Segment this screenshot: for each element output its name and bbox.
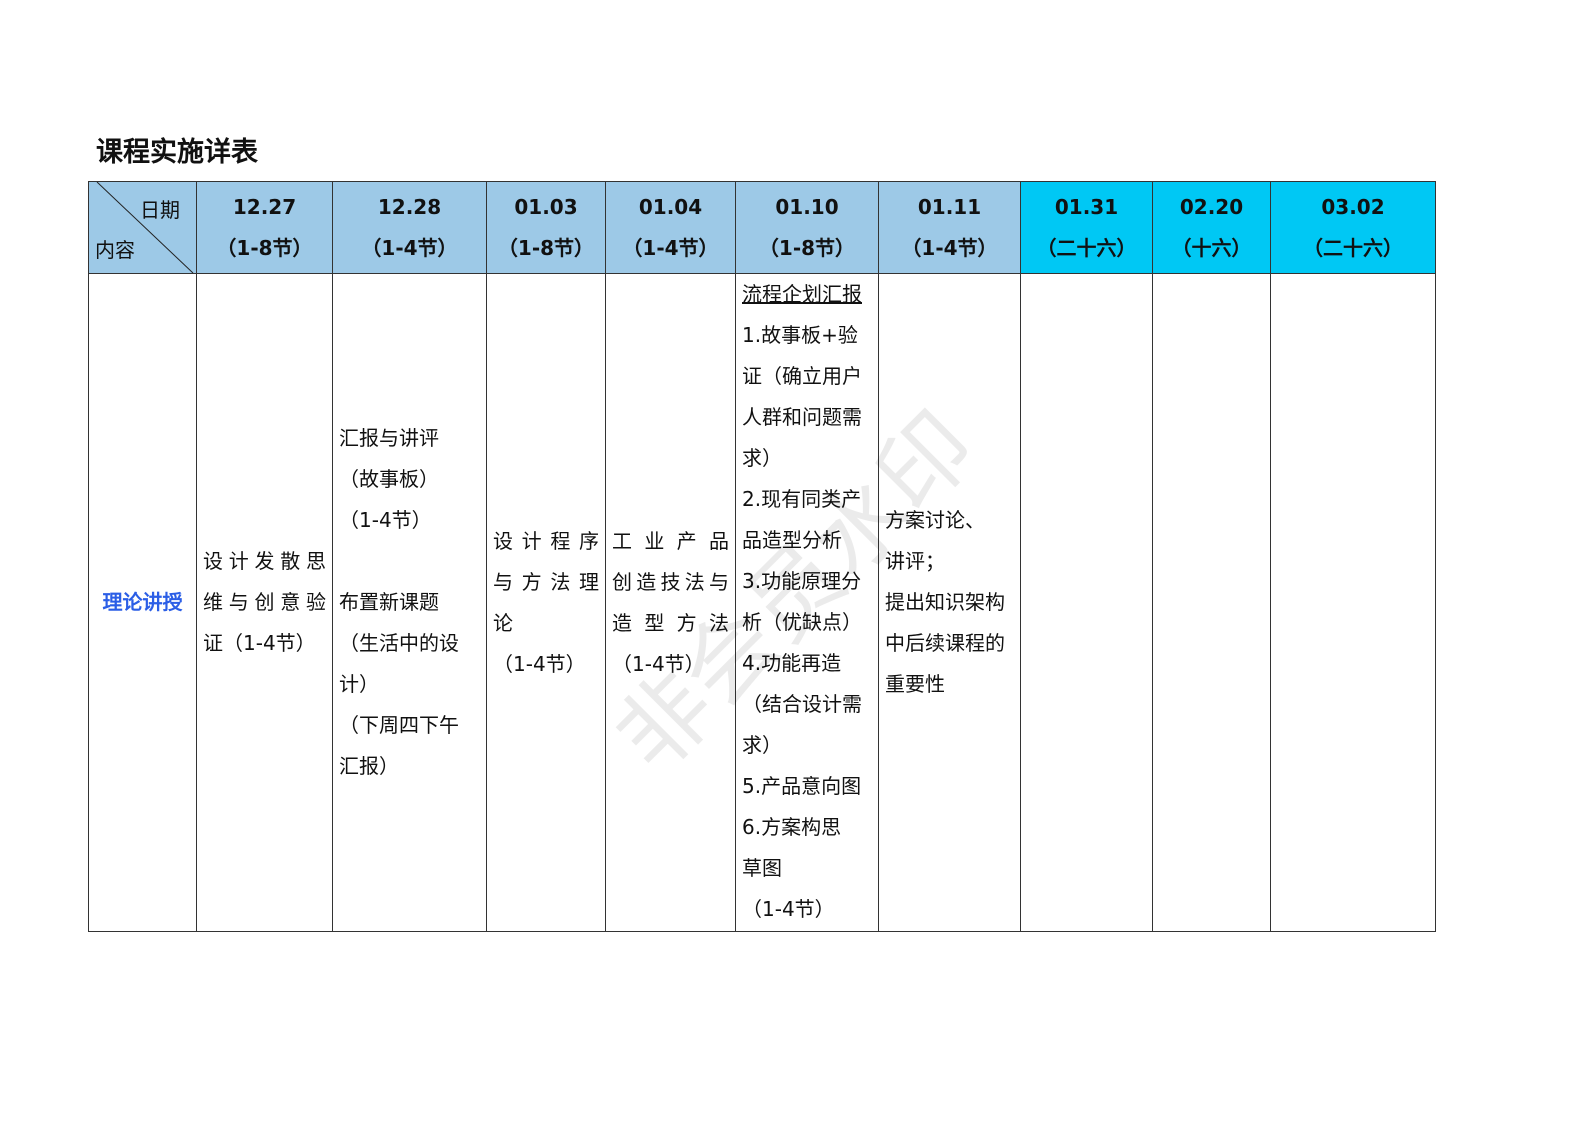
header-sessions: （二十六）	[1303, 235, 1403, 260]
content-cell-01.10: 流程企划汇报 1.故事板+验 证（确立用户 人群和问题需 求） 2.现有同类产 品造型分析 3…	[735, 273, 879, 932]
header-date: 01.10	[775, 194, 839, 219]
cell-line: 布置新课题	[339, 590, 439, 614]
header-date: 01.31	[1054, 194, 1119, 219]
body-row: 理论讲授 设计发散思 维与创意验 证（1-4节） 汇报与讲评 （故事板） （1-4节） 布…	[88, 273, 1436, 932]
date-header-01.10: 01.10 （1-8节）	[735, 181, 879, 274]
date-header-12.28: 12.28 （1-4节）	[332, 181, 487, 274]
cell-line: 汇报）	[339, 754, 399, 778]
date-header-01.03: 01.03 （1-8节）	[486, 181, 606, 274]
header-date: 02.20	[1179, 194, 1244, 219]
header-date: 01.03	[514, 194, 578, 219]
cell-line: 讲评；	[885, 549, 945, 573]
content-cell-12.27: 设计发散思维与创意验证（1-4节）	[196, 273, 333, 932]
header-date: 01.11	[917, 194, 982, 219]
header-sessions: （二十六）	[1036, 235, 1137, 260]
header-date: 03.02	[1321, 194, 1385, 219]
corner-content-label: 内容	[95, 238, 135, 262]
cell-line: 设计程序	[493, 528, 599, 553]
header-sessions: （1-8节）	[216, 235, 313, 260]
cell-line: 方案讨论、	[885, 508, 985, 532]
cell-line: （生活中的设	[339, 631, 459, 655]
course-schedule-table: 日期 内容 12.27 （1-8节） 12.28 （1-4节） 01.03 （1-8节） 0…	[88, 181, 1436, 932]
cell-line: 提出知识架构	[885, 590, 1005, 614]
content-cell-03.02	[1270, 273, 1436, 932]
cell-line: （结合设计需	[742, 692, 862, 716]
page-title: 课程实施详表	[96, 137, 258, 168]
header-sessions: （1-4节）	[622, 235, 719, 260]
header-date: 12.27	[232, 194, 297, 219]
cell-line: 证（1-4节）	[203, 631, 316, 655]
cell-line: 草图	[742, 856, 782, 880]
header-sessions: （1-4节）	[901, 235, 998, 260]
header-date: 12.28	[377, 194, 442, 219]
cell-line	[339, 541, 480, 582]
header-sessions: （1-8节）	[758, 235, 856, 260]
header-sessions: （1-8节）	[497, 235, 595, 260]
row-label: 理论讲授	[88, 273, 197, 932]
corner-header-cell: 日期 内容	[88, 181, 197, 274]
content-cell-12.28: 汇报与讲评 （故事板） （1-4节） 布置新课题 （生活中的设 计） （下周四下午 汇报）	[332, 273, 487, 932]
header-sessions: （1-4节）	[361, 235, 458, 260]
cell-line: 求）	[742, 446, 782, 470]
cell-line: 设计发散思	[203, 549, 326, 573]
date-header-01.31: 01.31 （二十六）	[1020, 181, 1153, 274]
cell-line: 与方法理	[493, 569, 599, 594]
cell-line: （1-4节）	[612, 651, 705, 676]
cell-line: 工业产品	[612, 528, 729, 553]
cell-line: 求）	[742, 733, 782, 757]
cell-line: 创造技法与	[612, 569, 729, 594]
cell-line: 汇报与讲评	[339, 426, 439, 450]
cell-line: 1.故事板+验	[742, 323, 858, 347]
cell-line: 4.功能再造	[742, 651, 842, 675]
cell-line: 品造型分析	[742, 528, 842, 552]
cell-line: 重要性	[885, 672, 945, 696]
header-row: 日期 内容 12.27 （1-8节） 12.28 （1-4节） 01.03 （1-8节） 0…	[88, 181, 1436, 274]
cell-line: 造型方法	[612, 610, 729, 635]
cell-line: （下周四下午	[339, 713, 459, 737]
date-header-02.20: 02.20 （十六）	[1152, 181, 1271, 274]
cell-line: 3.功能原理分	[742, 569, 862, 593]
cell-line: 析（优缺点）	[742, 610, 862, 634]
cell-line: 中后续课程的	[885, 631, 1005, 655]
cell-line: 人群和问题需	[742, 405, 862, 429]
content-cell-01.03: 设计程序与方法理论 （1-4节）	[486, 273, 606, 932]
cell-line: （1-4节）	[339, 508, 432, 532]
cell-line: （故事板）	[339, 467, 439, 491]
cell-line: 计）	[339, 672, 379, 696]
content-cell-01.11: 方案讨论、讲评； 提出知识架构 中后续课程的 重要性	[878, 273, 1021, 932]
date-header-01.04: 01.04 （1-4节）	[605, 181, 736, 274]
date-header-01.11: 01.11 （1-4节）	[878, 181, 1021, 274]
cell-line: 5.产品意向图	[742, 774, 862, 798]
cell-line: 维与创意验	[203, 590, 326, 614]
header-date: 01.04	[638, 194, 703, 219]
content-cell-02.20	[1152, 273, 1271, 932]
cell-line: 证（确立用户	[742, 364, 862, 388]
date-header-03.02: 03.02 （二十六）	[1270, 181, 1436, 274]
content-cell-01.31	[1020, 273, 1153, 932]
content-cell-01.04: 工业产品创造技法与造型方法 （1-4节）	[605, 273, 736, 932]
header-sessions: （十六）	[1171, 235, 1252, 260]
cell-line: （1-4节）	[493, 651, 586, 676]
corner-date-label: 日期	[140, 198, 180, 222]
cell-line: 论	[493, 610, 513, 635]
cell-line: 6.方案构思	[742, 815, 842, 839]
date-header-12.27: 12.27 （1-8节）	[196, 181, 333, 274]
cell-line: 2.现有同类产	[742, 487, 862, 511]
cell-line: （1-4节）	[742, 897, 835, 921]
cell-line: 流程企划汇报	[742, 282, 862, 306]
